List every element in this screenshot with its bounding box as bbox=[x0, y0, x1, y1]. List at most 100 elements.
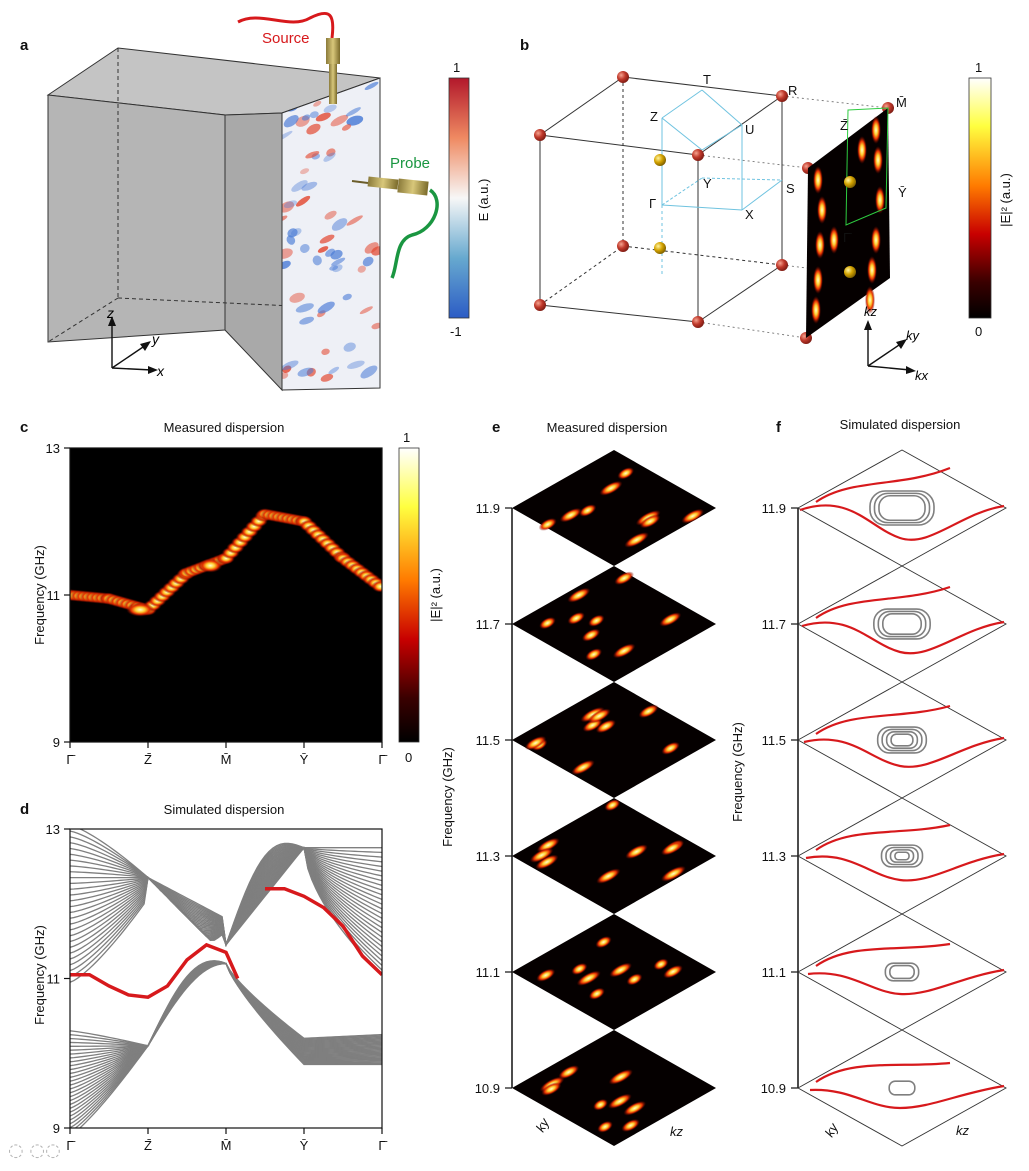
svg-text:1: 1 bbox=[975, 60, 982, 75]
intensity-mark bbox=[558, 1065, 580, 1080]
ylabel-d: Frequency (GHz) bbox=[32, 925, 47, 1025]
intensity-mark bbox=[559, 507, 582, 523]
intensity-mark bbox=[588, 987, 605, 1000]
intensity-mark bbox=[536, 837, 560, 853]
intensity-mark bbox=[617, 467, 635, 480]
ytick-label: 11 bbox=[47, 972, 61, 987]
field-map bbox=[282, 78, 380, 390]
xtick-label: Z̄ bbox=[144, 1138, 152, 1153]
svg-text:Γ̄: Γ̄ bbox=[843, 230, 852, 245]
surface-arc bbox=[815, 1061, 951, 1083]
surface-arc bbox=[815, 704, 951, 735]
bulk-contour bbox=[885, 846, 919, 866]
ytick-label-f: 11.7 bbox=[762, 617, 786, 632]
svg-text:Γ: Γ bbox=[649, 196, 656, 211]
svg-text:Z: Z bbox=[650, 109, 658, 124]
xtick-label: Γ̄ bbox=[66, 752, 75, 767]
intensity-mark bbox=[536, 968, 556, 982]
intensity-mark bbox=[607, 1093, 632, 1109]
svg-text:0: 0 bbox=[405, 750, 412, 765]
svg-text:1: 1 bbox=[453, 60, 460, 75]
panel-label-f: f bbox=[776, 419, 782, 436]
ytick-label-e: 11.5 bbox=[476, 733, 500, 748]
panel-label-b: b bbox=[520, 37, 529, 54]
intensity-mark bbox=[626, 973, 643, 986]
bulk-contour bbox=[878, 494, 926, 522]
svg-text:Z̄: Z̄ bbox=[840, 118, 848, 133]
ytick-label: 9 bbox=[53, 1121, 60, 1136]
surface-arc bbox=[807, 968, 1005, 996]
intensity-mark bbox=[595, 719, 616, 734]
panel-f: f Simulated dispersion 11.9 11.7 11.5 11.3 1… bbox=[730, 417, 1007, 1147]
panel-a: a Source Probe z bbox=[20, 12, 491, 392]
bulk-contour bbox=[873, 492, 931, 524]
intensity-mark bbox=[608, 1069, 633, 1085]
k-axes-triad-b: kz ky kx bbox=[864, 304, 929, 383]
ytick-label: 13 bbox=[46, 822, 60, 837]
intensity-mark bbox=[595, 936, 612, 949]
xtick-label: M̄ bbox=[221, 1138, 232, 1153]
intensity-mark bbox=[576, 970, 601, 986]
probe-connector bbox=[367, 176, 399, 190]
surface-arc bbox=[809, 1084, 1005, 1110]
ytick-label: 13 bbox=[46, 441, 60, 456]
intensity-mark bbox=[609, 962, 633, 978]
bulk-contour bbox=[880, 844, 924, 868]
k-slice-e bbox=[512, 682, 716, 798]
intensity-mark bbox=[596, 868, 621, 884]
heatmap-c bbox=[70, 448, 382, 742]
bulk-contour bbox=[894, 851, 910, 861]
svg-text:R: R bbox=[788, 83, 797, 98]
svg-text:|E|² (a.u.): |E|² (a.u.) bbox=[428, 568, 443, 622]
surface-arc bbox=[815, 942, 951, 967]
surface-arc bbox=[815, 466, 951, 503]
intensity-mark bbox=[624, 532, 649, 548]
surface-state-line-d bbox=[70, 887, 382, 999]
colorbar-b: 1 0 |E|² (a.u.) bbox=[968, 60, 1013, 339]
intensity-mark bbox=[581, 628, 601, 642]
surface-arc bbox=[805, 852, 1005, 882]
ytick-label-e: 11.1 bbox=[476, 965, 500, 980]
svg-text:x: x bbox=[156, 363, 165, 379]
source-label: Source bbox=[262, 30, 310, 47]
svg-text:y: y bbox=[151, 331, 160, 347]
svg-text:0: 0 bbox=[975, 324, 982, 339]
ylabel-e: Frequency (GHz) bbox=[440, 747, 455, 847]
svg-text:kz: kz bbox=[864, 304, 878, 319]
svg-text:S: S bbox=[786, 181, 795, 196]
panel-d: d Simulated dispersion 13 11 9 Γ̄ Z̄ M̄ Ȳ Γ̄ Fr… bbox=[20, 801, 388, 1153]
k-slice-f bbox=[797, 681, 1007, 799]
intensity-mark bbox=[659, 612, 682, 627]
intensity-mark bbox=[588, 614, 605, 627]
title-d: Simulated dispersion bbox=[164, 802, 285, 817]
xtick-label: Ȳ bbox=[300, 1138, 309, 1153]
svg-text:Y: Y bbox=[703, 176, 712, 191]
intensity-mark bbox=[681, 508, 705, 524]
intensity-mark bbox=[535, 854, 559, 870]
bulk-contour bbox=[888, 1080, 916, 1096]
title-e: Measured dispersion bbox=[547, 420, 668, 435]
ytick-label-f: 11.1 bbox=[762, 965, 786, 980]
bulk-contour bbox=[877, 610, 927, 638]
intensity-mark bbox=[621, 1118, 640, 1132]
intensity-mark bbox=[660, 840, 684, 856]
k-slice-e bbox=[512, 450, 716, 566]
intensity-mark bbox=[541, 1082, 562, 1096]
colorbar-c: 1 0 |E|² (a.u.) bbox=[398, 430, 443, 765]
k-slice-f bbox=[797, 565, 1007, 683]
intensity-mark bbox=[597, 1120, 613, 1133]
intensity-mark bbox=[571, 759, 595, 775]
bulk-bands-d bbox=[70, 829, 382, 1128]
svg-text:ky: ky bbox=[906, 328, 921, 343]
k-slice-e bbox=[512, 566, 716, 682]
ytick-label-e: 11.3 bbox=[476, 849, 500, 864]
svg-text:kz: kz bbox=[670, 1124, 684, 1139]
svg-text:U: U bbox=[745, 122, 754, 137]
intensity-mark bbox=[529, 847, 554, 863]
ytick-label-f: 10.9 bbox=[761, 1081, 786, 1096]
intensity-mark bbox=[524, 735, 547, 751]
bulk-contour bbox=[884, 962, 920, 982]
panel-c: c Measured dispersion 13 11 9 Γ̄ Z̄ M̄ Ȳ Γ̄ Fre… bbox=[20, 419, 443, 767]
intensity-mark bbox=[578, 504, 597, 517]
bulk-contour bbox=[889, 849, 915, 863]
